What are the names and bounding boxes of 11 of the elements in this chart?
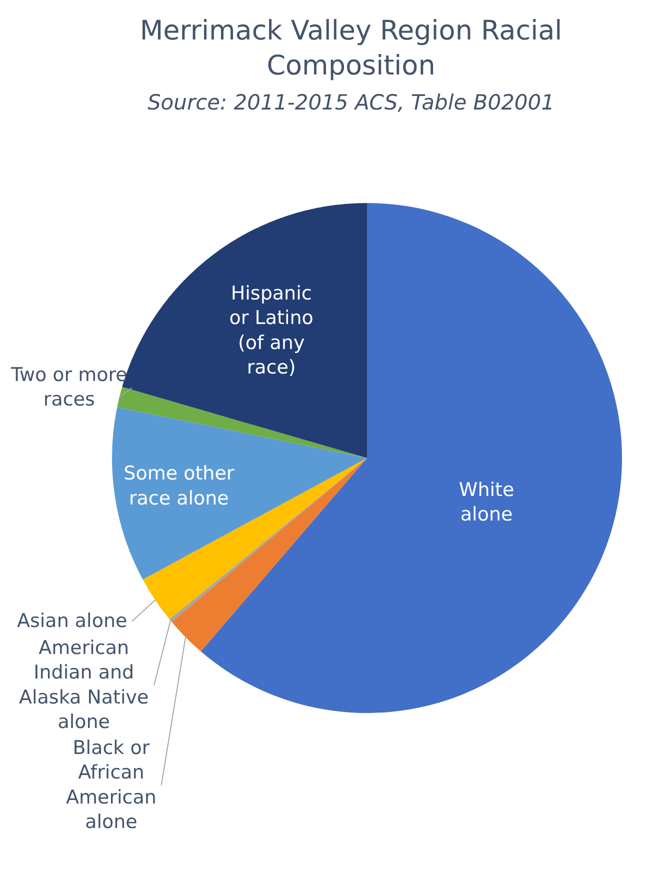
- pie-slice: [117, 386, 367, 458]
- slice-label: Hispanic or Latino (of any race): [229, 282, 314, 379]
- chart-subtitle: Source: 2011-2015 ACS, Table B02001: [147, 90, 555, 115]
- slice-label: American Indian and Alaska Native alone: [19, 637, 149, 734]
- slice-label: Some other race alone: [124, 462, 234, 510]
- pie-slice: [112, 407, 367, 580]
- slice-label: Two or more races: [10, 364, 128, 411]
- slice-label: Black or African American alone: [66, 737, 156, 834]
- slice-label: White alone: [458, 478, 514, 526]
- slice-label: Asian alone: [17, 610, 128, 632]
- chart-title: Merrimack Valley Region Racial Composition: [140, 16, 562, 82]
